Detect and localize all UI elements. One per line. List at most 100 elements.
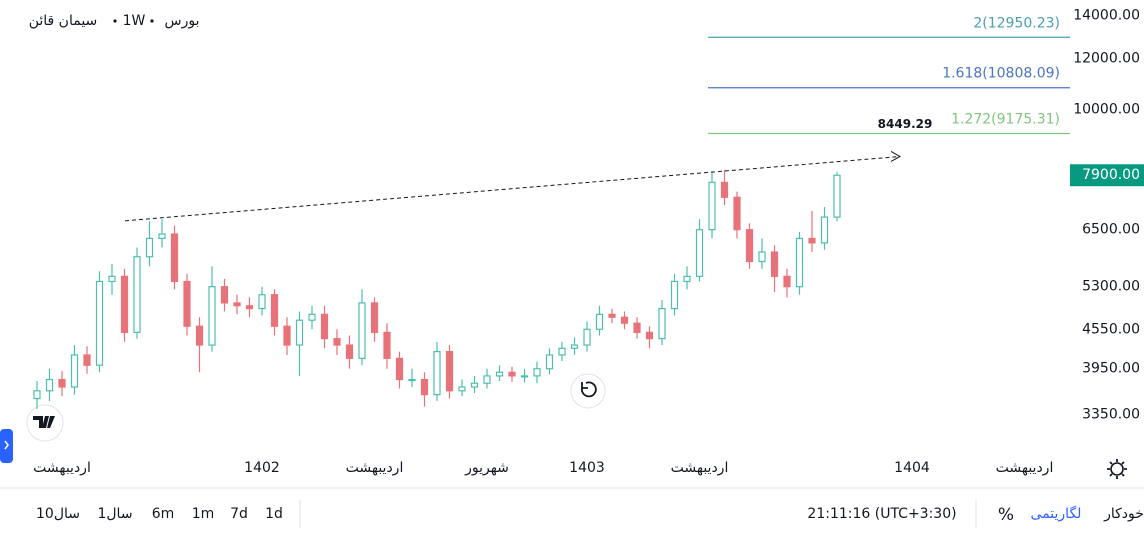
- candle-body: [645, 331, 654, 340]
- x-tick-label: شهریور: [464, 460, 509, 476]
- candle-body: [520, 375, 529, 378]
- candle-body: [483, 375, 491, 384]
- x-tick-label: اردیبهشت: [996, 460, 1054, 476]
- candle-body: [45, 378, 54, 392]
- candle-body: [633, 322, 641, 333]
- candle-body: [608, 313, 616, 318]
- candle-body: [183, 280, 191, 327]
- side-tab-arrow: [4, 440, 9, 450]
- candle-body: [408, 378, 416, 382]
- x-tick-label: اردیبهشت: [33, 460, 91, 476]
- candle-body: [295, 319, 304, 346]
- candle-body: [83, 354, 91, 366]
- candle-body: [570, 344, 579, 349]
- y-tick-label: 6500.00: [1082, 222, 1140, 238]
- candle-body: [145, 237, 154, 258]
- y-tick-label: 12000.00: [1073, 51, 1140, 67]
- range-button[interactable]: 1d: [265, 506, 283, 522]
- trendline: [124, 155, 901, 222]
- y-tick-label: 3950.00: [1082, 361, 1140, 377]
- candle-body: [220, 286, 229, 304]
- range-button[interactable]: 10سال: [36, 506, 80, 522]
- candle-body: [508, 371, 516, 377]
- x-tick-label: 1402: [244, 460, 280, 476]
- candle-body: [195, 325, 204, 346]
- candle-body: [333, 338, 341, 346]
- percent-toggle[interactable]: %: [998, 505, 1014, 525]
- range-button[interactable]: 7d: [230, 506, 248, 522]
- log-toggle[interactable]: لگاریتمی: [1031, 505, 1082, 522]
- reset-button[interactable]: [570, 373, 606, 409]
- separator-dot: [113, 19, 117, 23]
- candle-body: [558, 347, 566, 356]
- candle-body: [70, 354, 79, 388]
- candle-body: [783, 275, 791, 288]
- last-price-box: [1070, 164, 1144, 187]
- range-button[interactable]: 1m: [192, 506, 215, 522]
- fib-label: 1.618(10808.09): [942, 66, 1060, 82]
- candle-body: [120, 275, 129, 333]
- candle-body: [233, 302, 241, 307]
- last-price-label: 7900.00: [1082, 167, 1140, 183]
- auto-toggle[interactable]: خودکار: [1103, 506, 1144, 522]
- candle-body: [670, 280, 679, 310]
- logo-mark: [33, 416, 55, 428]
- candle-body: [358, 302, 366, 359]
- candle-body: [245, 305, 254, 310]
- x-tick-label: 1404: [894, 460, 930, 476]
- candle-body: [370, 302, 379, 333]
- y-tick-label: 10000.00: [1073, 101, 1140, 117]
- candle-body: [808, 237, 816, 244]
- x-tick-label: اردیبهشت: [346, 460, 404, 476]
- range-button[interactable]: 6m: [152, 506, 175, 522]
- candle-body: [345, 344, 354, 359]
- reset-icon: [581, 381, 597, 398]
- candle-body: [433, 351, 441, 396]
- fib-label: 2(12950.23): [973, 15, 1060, 31]
- candle-body: [95, 280, 104, 366]
- candle-body: [533, 368, 541, 377]
- separator-dot: [150, 19, 154, 23]
- trendline-label: 8449.29: [878, 117, 933, 131]
- candle-body: [745, 229, 754, 263]
- trendline-arrow: [890, 151, 902, 162]
- y-tick-label: 4550.00: [1082, 321, 1140, 337]
- candle-body: [583, 328, 591, 346]
- candle-body: [733, 196, 741, 231]
- range-button[interactable]: 1سال: [97, 506, 132, 522]
- candle-body: [270, 294, 279, 327]
- candle-body: [495, 371, 504, 377]
- clock: 21:11:16 (UTC+3:30): [807, 506, 956, 522]
- candle-body: [258, 294, 266, 310]
- candle-body: [708, 181, 716, 231]
- candle-body: [820, 216, 829, 244]
- settings-button[interactable]: [1107, 459, 1127, 479]
- candle-body: [320, 313, 329, 340]
- x-tick-label: اردیبهشت: [671, 460, 729, 476]
- symbol: سیمان قائن: [29, 13, 98, 29]
- candle-body: [770, 251, 779, 277]
- candle-body: [470, 382, 479, 388]
- exchange: بورس: [165, 13, 200, 29]
- candle-body: [170, 233, 179, 283]
- candle-body: [33, 390, 41, 400]
- candle-body: [658, 307, 666, 340]
- y-tick-label: 3350.00: [1082, 407, 1140, 423]
- candle-body: [445, 351, 454, 392]
- candle-body: [308, 313, 316, 321]
- candle-body: [420, 378, 429, 396]
- candle-body: [795, 237, 804, 288]
- settings-icon: [1107, 459, 1127, 479]
- fib-label: 1.272(9175.31): [951, 111, 1060, 127]
- interval: 1W: [123, 13, 146, 29]
- candle-body: [620, 316, 629, 324]
- candle-body: [595, 313, 604, 330]
- settings-icon: [1110, 462, 1124, 476]
- candle-body: [58, 378, 66, 388]
- candle-body: [683, 275, 691, 283]
- candle-body: [283, 325, 291, 346]
- y-tick-label: 5300.00: [1082, 279, 1140, 295]
